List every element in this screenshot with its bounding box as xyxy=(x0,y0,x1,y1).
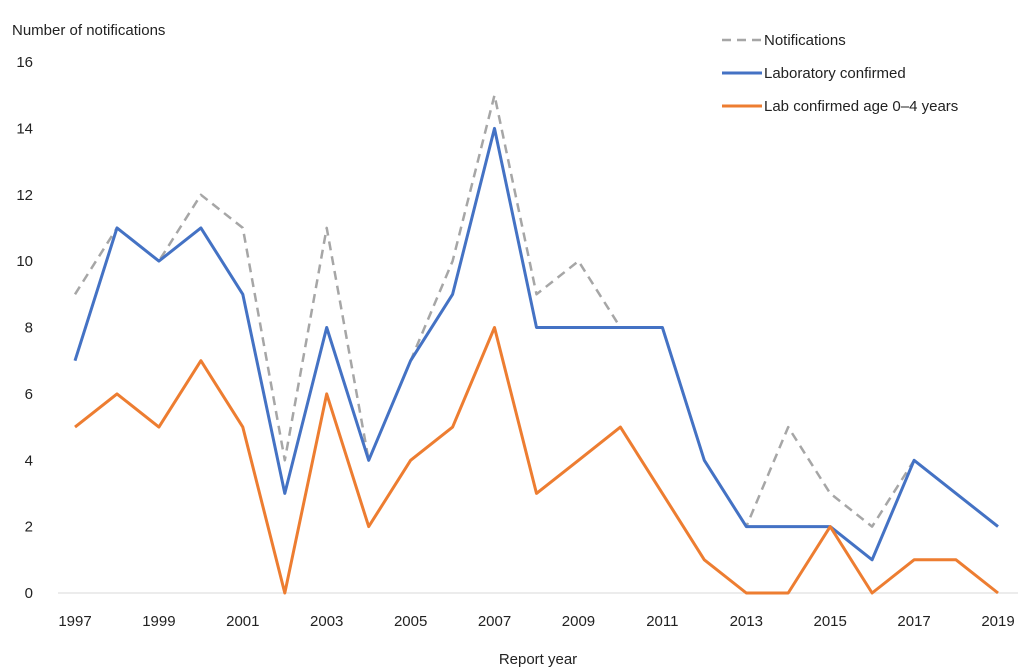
legend-label: Laboratory confirmed xyxy=(764,65,906,82)
legend-label: Notifications xyxy=(764,32,846,49)
y-tick-label: 2 xyxy=(25,519,33,536)
series-line-1 xyxy=(73,93,999,528)
legend-label: Lab confirmed age 0–4 years xyxy=(764,98,958,115)
y-axis-title: Number of notifications xyxy=(12,22,165,39)
x-tick-label: 2007 xyxy=(478,613,511,630)
y-tick-label: 12 xyxy=(16,187,33,204)
x-tick-label: 2011 xyxy=(646,613,678,630)
x-tick-label: 2013 xyxy=(730,613,763,630)
legend: Notifications Laboratory confirmed Lab con… xyxy=(722,32,958,115)
series-line-3 xyxy=(74,326,999,595)
y-tick-label: 8 xyxy=(25,320,33,337)
y-tick-label: 4 xyxy=(25,452,33,469)
x-tick-labels: 1997 1999 2001 2003 2005 2007 2009 2011 2013 2015… xyxy=(58,613,1014,630)
x-axis-title: Report year xyxy=(499,651,577,668)
y-tick-labels: 0 2 4 6 8 10 12 14 16 xyxy=(16,54,33,602)
x-tick-label: 2009 xyxy=(562,613,595,630)
y-tick-label: 6 xyxy=(25,386,33,403)
y-tick-label: 14 xyxy=(16,120,33,137)
x-tick-label: 2001 xyxy=(226,613,259,630)
x-tick-label: 2003 xyxy=(310,613,343,630)
x-tick-label: 2019 xyxy=(981,613,1014,630)
y-tick-label: 10 xyxy=(16,253,33,270)
x-tick-label: 1997 xyxy=(58,613,91,630)
y-tick-label: 16 xyxy=(16,54,33,71)
x-tick-label: 1999 xyxy=(142,613,175,630)
x-tick-label: 2017 xyxy=(897,613,930,630)
y-tick-label: 0 xyxy=(25,585,33,602)
x-tick-label: 2015 xyxy=(813,613,846,630)
series-lines xyxy=(73,93,999,595)
series-line-2 xyxy=(73,126,999,562)
x-tick-label: 2005 xyxy=(394,613,427,630)
